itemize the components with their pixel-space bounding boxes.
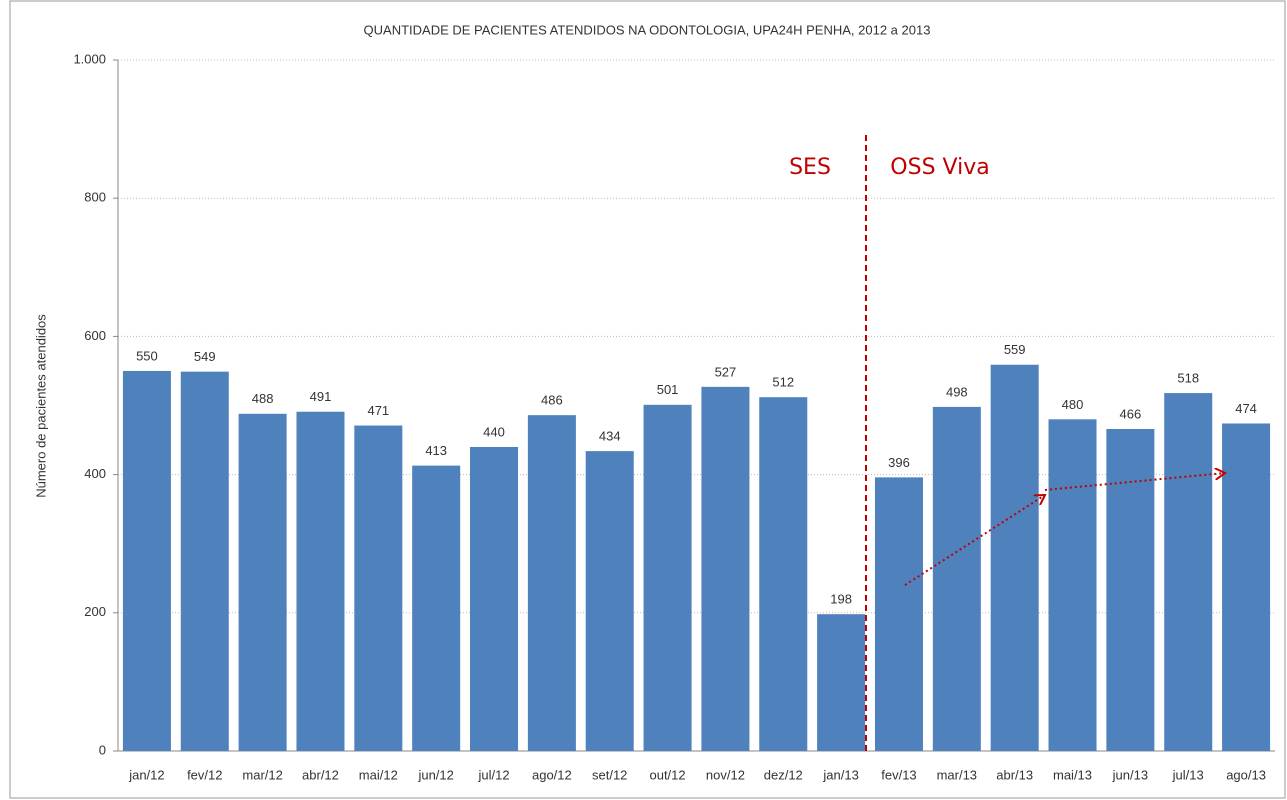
bar bbox=[1222, 423, 1271, 751]
bar bbox=[585, 451, 634, 751]
bar bbox=[1164, 393, 1213, 751]
y-axis-label: Número de pacientes atendidos bbox=[33, 314, 48, 498]
bar bbox=[354, 425, 403, 751]
data-label: 488 bbox=[252, 391, 274, 406]
data-label: 512 bbox=[772, 375, 794, 390]
x-tick-label: jan/13 bbox=[822, 767, 858, 782]
bar bbox=[470, 446, 519, 751]
x-tick-label: jun/12 bbox=[417, 767, 453, 782]
x-tick-label: ago/13 bbox=[1226, 767, 1266, 782]
x-tick-label: ago/12 bbox=[532, 767, 572, 782]
data-label: 413 bbox=[425, 443, 447, 458]
x-tick-label: fev/13 bbox=[881, 767, 916, 782]
data-label: 501 bbox=[657, 382, 679, 397]
y-tick-label: 1.000 bbox=[73, 51, 106, 66]
annotation: OSS Viva bbox=[890, 155, 989, 180]
bar bbox=[990, 364, 1039, 751]
data-label: 440 bbox=[483, 424, 505, 439]
data-label: 486 bbox=[541, 393, 563, 408]
trend-arrow bbox=[1044, 473, 1225, 491]
x-tick-label: jun/13 bbox=[1112, 767, 1148, 782]
x-tick-label: out/12 bbox=[649, 767, 685, 782]
annotation: SES bbox=[789, 155, 831, 180]
data-label: 434 bbox=[599, 429, 621, 444]
x-tick-label: abr/13 bbox=[996, 767, 1033, 782]
data-label: 471 bbox=[367, 403, 389, 418]
bar bbox=[874, 477, 923, 751]
data-label: 198 bbox=[830, 592, 852, 607]
y-tick-label: 0 bbox=[99, 742, 106, 757]
bar bbox=[296, 411, 345, 751]
x-tick-label: jan/12 bbox=[128, 767, 164, 782]
x-tick-label: jul/12 bbox=[477, 767, 509, 782]
bar bbox=[180, 371, 229, 751]
bar bbox=[238, 413, 287, 751]
bar bbox=[932, 406, 981, 751]
x-tick-label: mar/13 bbox=[937, 767, 977, 782]
bar bbox=[701, 386, 750, 751]
bar bbox=[643, 404, 692, 751]
x-tick-label: mar/12 bbox=[242, 767, 282, 782]
data-label: 474 bbox=[1235, 401, 1257, 416]
chart-title: QUANTIDADE DE PACIENTES ATENDIDOS NA ODO… bbox=[364, 22, 931, 37]
bar bbox=[759, 397, 808, 751]
data-label: 480 bbox=[1062, 397, 1084, 412]
x-tick-label: nov/12 bbox=[706, 767, 745, 782]
x-tick-label: jul/13 bbox=[1172, 767, 1204, 782]
data-label: 498 bbox=[946, 384, 968, 399]
data-label: 491 bbox=[310, 389, 332, 404]
bar bbox=[412, 465, 461, 751]
y-tick-label: 800 bbox=[84, 190, 106, 205]
x-tick-label: mai/12 bbox=[359, 767, 398, 782]
bar bbox=[1106, 428, 1155, 751]
bar bbox=[527, 415, 576, 751]
x-tick-label: set/12 bbox=[592, 767, 627, 782]
data-label: 518 bbox=[1177, 370, 1199, 385]
bar bbox=[1048, 419, 1097, 751]
data-label: 466 bbox=[1120, 406, 1142, 421]
y-tick-label: 600 bbox=[84, 328, 106, 343]
x-tick-label: abr/12 bbox=[302, 767, 339, 782]
x-tick-label: mai/13 bbox=[1053, 767, 1092, 782]
data-label: 550 bbox=[136, 348, 158, 363]
data-label: 559 bbox=[1004, 342, 1026, 357]
data-label: 527 bbox=[715, 364, 737, 379]
bar bbox=[817, 614, 866, 751]
x-tick-label: fev/12 bbox=[187, 767, 222, 782]
y-tick-label: 400 bbox=[84, 466, 106, 481]
data-label: 549 bbox=[194, 349, 216, 364]
bar bbox=[122, 370, 171, 751]
data-label: 396 bbox=[888, 455, 910, 470]
plot-area: 0 200 400 600 800 1.000 jan/12 550 fev/12 549 mar/… bbox=[73, 51, 1275, 782]
y-tick-label: 200 bbox=[84, 604, 106, 619]
x-tick-label: dez/12 bbox=[764, 767, 803, 782]
